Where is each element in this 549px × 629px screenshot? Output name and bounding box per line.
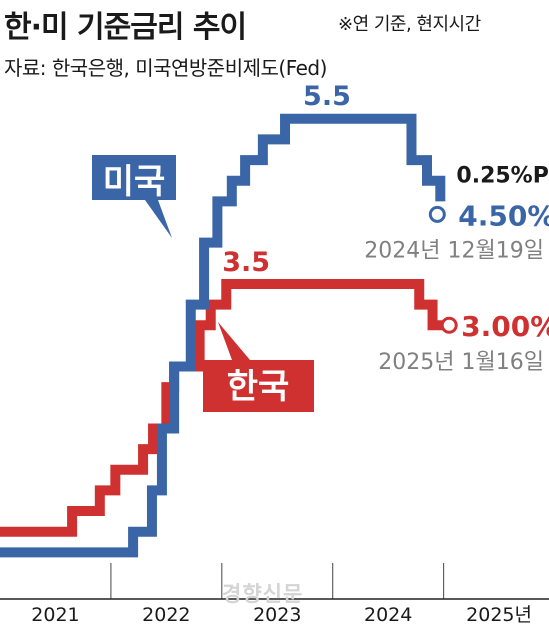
korea-end-label: 3.00%: [461, 310, 549, 343]
us-callout-label: 미국: [103, 162, 166, 202]
us-peak-label: 5.5: [303, 81, 351, 112]
x-tick-label: 2021: [31, 604, 79, 626]
us-end-label: 4.50%: [458, 199, 549, 232]
x-tick-label: 2025년: [466, 604, 532, 626]
title-note: ※연 기준, 현지시간: [338, 14, 481, 35]
series-line-us: [0, 113, 446, 558]
series-lines: [0, 113, 458, 558]
x-tick-label: 2024: [364, 604, 412, 626]
korea-peak-label: 3.5: [222, 247, 270, 278]
korea-callout-label: 한국: [227, 367, 290, 407]
korea-callout-box: [203, 322, 314, 412]
us-callout-box: [92, 155, 176, 238]
x-tick-label: 2023: [253, 604, 301, 626]
series-labels: 5.5 3.5 0.25%P↓ 4.50% 2024년 12월19일 3.00% 2025년…: [92, 81, 549, 412]
korea-end-date: 2025년 1월16일: [378, 350, 544, 375]
us-change-label: 0.25%P↓: [456, 163, 549, 188]
chart-title: 한·미 기준금리 추이: [4, 10, 247, 45]
us-end-date: 2024년 12월19일: [364, 238, 544, 263]
year-gridlines: [110, 563, 445, 599]
source-note: 자료: 한국은행, 미국연방준비제도(Fed): [4, 56, 327, 80]
watermark: 경향신문: [222, 582, 304, 606]
marker-us-end: [428, 205, 446, 223]
marker-korea-end: [440, 316, 458, 334]
x-axis: 2021 2022 2023 2024 2025년: [0, 598, 549, 626]
x-tick-label: 2022: [142, 604, 190, 626]
